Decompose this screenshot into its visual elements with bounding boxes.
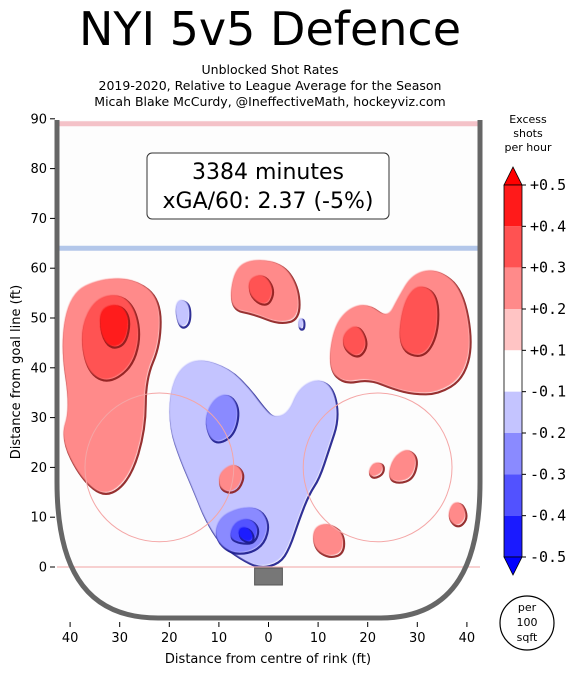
per-unit-2: 100	[517, 616, 538, 629]
region-2	[99, 304, 128, 347]
colorbar-cell-4	[504, 350, 522, 392]
x-tick-label-7: 30	[409, 631, 426, 646]
y-tick-label-0: 0	[39, 561, 47, 576]
heat-regions	[62, 259, 472, 569]
y-tick-label-1: 10	[30, 511, 47, 526]
region-18	[175, 299, 190, 326]
faceoff-circle-1	[302, 392, 453, 543]
y-tick-label-7: 70	[30, 212, 47, 227]
region-17	[368, 462, 383, 477]
colorbar-cell-2	[504, 267, 522, 309]
y-tick-label-2: 20	[30, 461, 47, 476]
y-tick-label-3: 30	[30, 411, 47, 426]
colorbar-tick-label-1: +0.4	[530, 217, 566, 235]
colorbar-tick-label-7: -0.3	[530, 465, 566, 483]
per-unit-3: sqft	[517, 631, 538, 644]
chart-title: NYI 5v5 Defence	[78, 2, 462, 56]
per-unit-1: per	[518, 601, 537, 614]
y-tick-label-9: 90	[30, 112, 47, 127]
x-tick-label-1: 30	[111, 631, 128, 646]
x-tick-label-8: 40	[459, 631, 476, 646]
info-xga: xGA/60: 2.37 (-5%)	[163, 189, 374, 214]
region-9	[205, 394, 238, 441]
colorbar-tick-label-2: +0.3	[530, 259, 566, 277]
colorbar-tick-label-3: +0.2	[530, 300, 566, 318]
colorbar-title-3: per hour	[505, 141, 552, 154]
region-15	[389, 450, 416, 482]
region-6	[399, 286, 438, 355]
region-7	[342, 326, 366, 355]
colorbar-title-2: shots	[513, 127, 543, 140]
colorbar-cell-5	[504, 391, 522, 433]
x-tick-label-4: 0	[264, 631, 272, 646]
region-16	[448, 502, 466, 525]
colorbar-tick-label-4: +0.1	[530, 341, 566, 359]
x-tick-label-0: 40	[62, 631, 79, 646]
x-tick-label-2: 20	[161, 631, 178, 646]
info-minutes: 3384 minutes	[192, 160, 344, 185]
colorbar-bottom-arrow	[503, 556, 523, 576]
axes: 0 10 20 30 40 50 60 70 80 90 40 30 20 10 0 10 20 30 40 Dist…	[9, 112, 475, 667]
x-axis-label: Distance from centre of rink (ft)	[165, 652, 371, 667]
x-tick-label-5: 10	[310, 631, 327, 646]
faceoff-circle-0	[84, 392, 235, 543]
colorbar-cell-6	[504, 433, 522, 475]
goal-net	[254, 567, 283, 586]
colorbar-tick-label-5: -0.1	[530, 383, 566, 401]
region-13	[218, 464, 243, 492]
region-19	[298, 318, 304, 328]
colorbar-title-1: Excess	[509, 113, 547, 126]
info-box: 3384 minutes xGA/60: 2.37 (-5%)	[146, 152, 390, 220]
rink-ice	[57, 120, 480, 618]
y-tick-label-8: 80	[30, 162, 47, 177]
y-axis-label: Distance from goal line (ft)	[9, 285, 24, 459]
subtitle-line-1: Unblocked Shot Rates	[201, 62, 339, 77]
rink-markings	[54, 120, 483, 621]
chart-subtitle: Unblocked Shot Rates 2019-2020, Relative…	[0, 62, 540, 110]
colorbar: Excess shots per hour +0.5 +0.4 +0.3 +0.2 +0…	[503, 113, 566, 576]
region-14	[313, 523, 343, 556]
per-unit-badge: per 100 sqft	[499, 595, 555, 651]
subtitle-line-2: 2019-2020, Relative to League Average fo…	[98, 78, 442, 93]
y-tick-label-5: 50	[30, 312, 47, 327]
region-12	[238, 527, 253, 541]
colorbar-tick-label-6: -0.2	[530, 424, 566, 442]
colorbar-top-arrow	[503, 166, 523, 186]
subtitle-line-3: Micah Blake McCurdy, @IneffectiveMath, h…	[94, 94, 446, 109]
x-tick-label-6: 20	[359, 631, 376, 646]
rink-boards	[54, 120, 483, 621]
colorbar-tick-label-0: +0.5	[530, 176, 566, 194]
colorbar-cell-7	[504, 474, 522, 516]
colorbar-cell-1	[504, 226, 522, 268]
y-tick-label-4: 40	[30, 361, 47, 376]
colorbar-cell-0	[504, 185, 522, 227]
colorbar-tick-label-9: -0.5	[530, 548, 566, 566]
x-tick-label-3: 10	[211, 631, 228, 646]
y-tick-label-6: 60	[30, 262, 47, 277]
colorbar-cell-8	[504, 515, 522, 557]
colorbar-tick-label-8: -0.4	[530, 507, 566, 525]
colorbar-cell-3	[504, 309, 522, 351]
region-4	[248, 275, 272, 304]
rink-background	[57, 120, 480, 618]
